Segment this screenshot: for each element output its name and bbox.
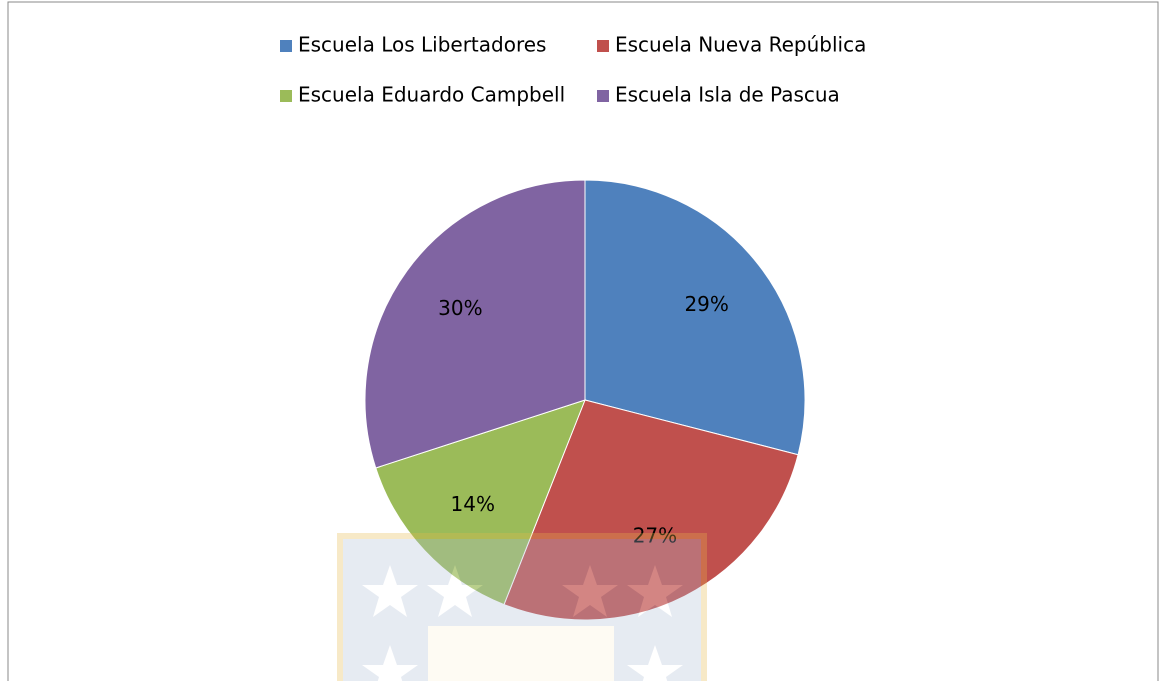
pie: 29% 27% 14% 30% (364, 179, 806, 621)
pie-slice (584, 179, 806, 456)
legend-marker (597, 90, 609, 102)
data-label: 14% (451, 492, 495, 516)
data-label: 29% (684, 292, 728, 316)
legend: Escuela Los Libertadores Escuela Nueva Re… (280, 33, 866, 107)
legend-label: Escuela Nueva República (615, 33, 866, 57)
pie-slice (364, 179, 586, 469)
legend-marker (597, 40, 609, 52)
data-label: 30% (438, 296, 482, 320)
data-label: 27% (633, 524, 677, 548)
legend-label: Escuela Eduardo Campbell (298, 83, 565, 107)
legend-marker (280, 90, 292, 102)
watermark (337, 533, 707, 681)
pie-slice (503, 399, 799, 621)
legend-label: Escuela Isla de Pascua (615, 83, 840, 107)
legend-label: Escuela Los Libertadores (298, 33, 546, 57)
legend-marker (280, 40, 292, 52)
